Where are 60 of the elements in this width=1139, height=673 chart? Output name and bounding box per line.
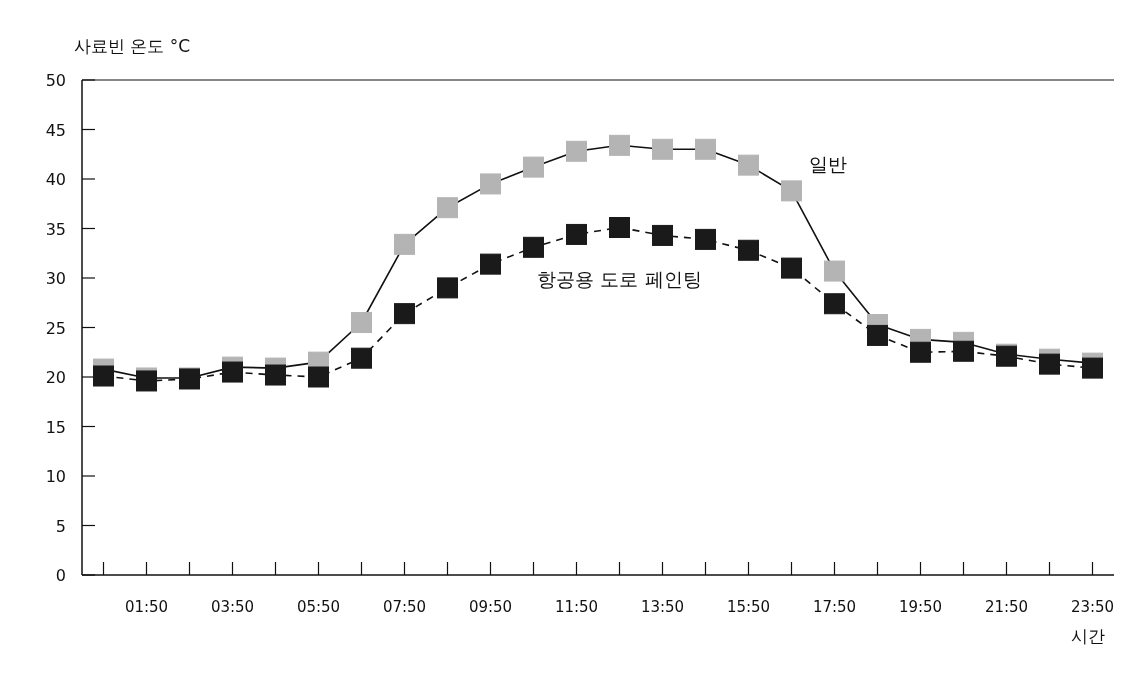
- point: [738, 154, 759, 176]
- point: [1082, 357, 1103, 379]
- x-tick-label: 01:50: [124, 598, 169, 616]
- point: [265, 364, 286, 386]
- y-axis-title: 사료빈 온도 °C: [74, 36, 191, 56]
- x-tick-label: 09:50: [468, 598, 513, 616]
- x-axis-title: 시간: [1071, 626, 1105, 646]
- point: [1039, 353, 1060, 375]
- point: [308, 366, 329, 388]
- point: [394, 303, 415, 325]
- x-tick-label: 19:50: [898, 598, 943, 616]
- point: [609, 134, 630, 156]
- point: [480, 253, 501, 275]
- y-tick-label: 50: [45, 71, 66, 90]
- x-tick-label: 21:50: [984, 598, 1029, 616]
- point: [781, 257, 802, 279]
- y-tick-label: 35: [45, 219, 66, 239]
- point: [609, 217, 630, 239]
- point: [695, 138, 716, 160]
- x-tick-label: 15:50: [726, 598, 771, 616]
- x-tick-label: 07:50: [382, 598, 427, 616]
- y-tick-label: 20: [45, 368, 66, 387]
- point: [523, 236, 544, 258]
- series-label: 항공용 도로 페인팅: [537, 267, 702, 290]
- point: [437, 197, 458, 219]
- x-tick-label: 23:50: [1070, 598, 1115, 616]
- point: [910, 341, 931, 363]
- y-tick-label: 15: [45, 417, 66, 437]
- y-tick-label: 0: [55, 566, 66, 585]
- point: [652, 224, 673, 246]
- point: [437, 277, 458, 299]
- point: [351, 347, 372, 369]
- point: [652, 138, 673, 160]
- point: [953, 340, 974, 362]
- point: [824, 293, 845, 315]
- point: [351, 312, 372, 334]
- y-tick-label: 5: [55, 516, 66, 536]
- x-tick-label: 13:50: [640, 598, 685, 616]
- y-tick-label: 45: [45, 120, 66, 140]
- point: [566, 140, 587, 162]
- point: [222, 361, 243, 383]
- y-tick-label: 25: [45, 318, 66, 338]
- y-tick-label: 10: [45, 467, 66, 486]
- point: [93, 365, 114, 387]
- x-tick-label: 17:50: [812, 598, 857, 616]
- x-tick-label: 03:50: [210, 598, 255, 616]
- point: [523, 156, 544, 178]
- point: [695, 228, 716, 250]
- series-label: 일반: [808, 152, 847, 175]
- x-tick-label: 05:50: [296, 598, 341, 616]
- point: [781, 180, 802, 202]
- point: [480, 173, 501, 195]
- point: [566, 223, 587, 245]
- point: [867, 324, 888, 346]
- point: [394, 233, 415, 255]
- y-tick-label: 30: [45, 269, 66, 288]
- point: [824, 260, 845, 282]
- x-tick-label: 11:50: [554, 598, 599, 616]
- y-tick-label: 40: [45, 170, 66, 189]
- point: [738, 239, 759, 261]
